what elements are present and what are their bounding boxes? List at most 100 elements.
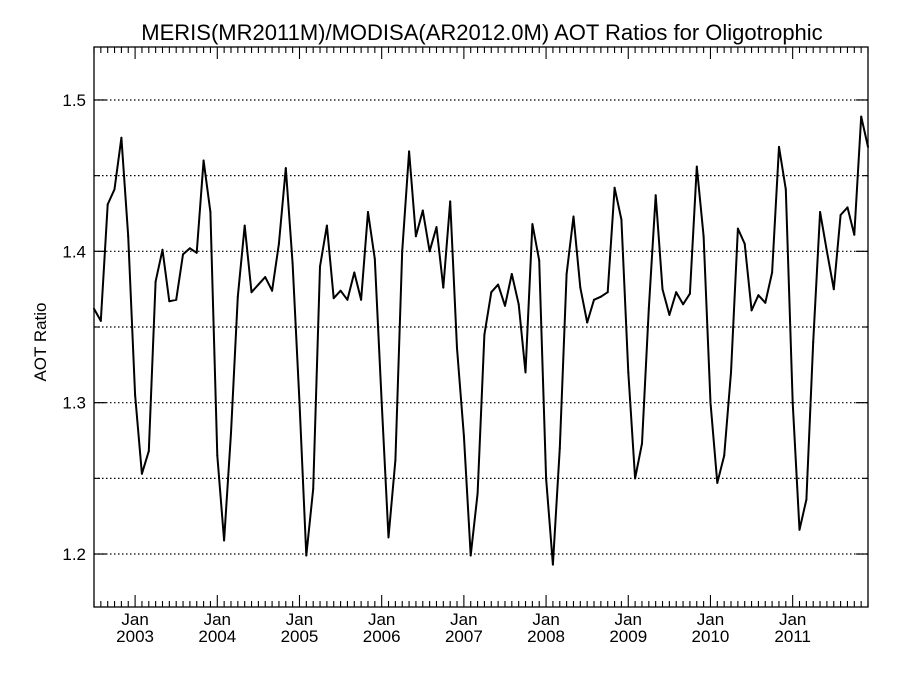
data-point [531, 223, 534, 226]
data-point [620, 218, 623, 221]
data-point [586, 321, 589, 324]
data-point [360, 298, 363, 301]
data-point [558, 447, 561, 450]
data-point [730, 371, 732, 374]
x-tick-label-year: 2010 [692, 627, 730, 646]
data-point [442, 286, 445, 289]
x-tick-label-month: Jan [368, 610, 395, 629]
x-tick-label-month: Jan [615, 610, 642, 629]
y-axis-label: AOT Ratio [31, 302, 50, 381]
series-line [93, 115, 869, 566]
data-point [140, 472, 143, 475]
data-point [401, 250, 404, 253]
data-point [497, 283, 500, 286]
data-point [613, 186, 616, 189]
data-point [504, 304, 506, 307]
data-point [298, 401, 301, 404]
data-point [860, 115, 863, 118]
data-point [825, 250, 828, 253]
data-point [161, 248, 164, 251]
data-point [682, 303, 685, 306]
data-point [428, 250, 431, 253]
data-point [688, 292, 691, 295]
data-point [846, 206, 849, 209]
chart-title: MERIS(MR2011M)/MODISA(AR2012.0M) AOT Rat… [141, 20, 822, 45]
x-tick-label-year: 2009 [609, 627, 647, 646]
data-point [476, 492, 479, 495]
data-point [435, 226, 438, 229]
data-point [373, 257, 376, 260]
data-point [654, 194, 657, 197]
data-point [154, 280, 157, 283]
x-tick-label-month: Jan [204, 610, 231, 629]
data-point [230, 431, 232, 434]
data-point [209, 211, 212, 213]
data-point [182, 253, 184, 256]
y-tick-label: 1.5 [62, 91, 86, 110]
data-point [839, 214, 842, 216]
data-point [106, 203, 109, 206]
data-point [264, 276, 267, 279]
data-point [394, 459, 397, 462]
axis-ticks: 1.21.31.41.5Jan2003Jan2004Jan2005Jan2006… [62, 47, 869, 646]
data-point [510, 273, 513, 275]
data-point [791, 401, 794, 404]
data-point [223, 539, 226, 542]
data-point [195, 251, 198, 254]
data-point [147, 450, 150, 453]
data-point [572, 215, 575, 218]
data-point [709, 401, 712, 404]
data-point [380, 401, 383, 404]
data-point [593, 298, 595, 301]
data-point [305, 554, 308, 557]
data-point [517, 303, 520, 306]
x-tick-label-year: 2004 [198, 627, 236, 646]
data-point [853, 233, 856, 236]
data-point [312, 487, 315, 490]
gridlines [94, 99, 868, 555]
data-point [812, 341, 815, 344]
data-point [271, 289, 274, 292]
data-point [675, 291, 678, 294]
data-point [216, 454, 219, 457]
series-layer [93, 115, 869, 566]
data-point [647, 307, 650, 310]
data-point [202, 159, 205, 162]
data-point [367, 211, 369, 213]
data-point [784, 188, 787, 191]
data-point [250, 291, 253, 294]
data-point [565, 273, 568, 275]
data-point [757, 294, 760, 297]
x-tick-label-year: 2011 [774, 627, 811, 646]
data-point [490, 291, 493, 294]
data-point [134, 394, 137, 397]
data-point [175, 298, 178, 301]
data-point [168, 300, 171, 303]
data-point [695, 165, 698, 168]
x-tick-label-year: 2003 [116, 627, 154, 646]
x-tick-label-month: Jan [697, 610, 724, 629]
data-point [641, 442, 643, 445]
x-tick-label-month: Jan [121, 610, 148, 629]
data-point [832, 288, 835, 291]
data-point [414, 235, 417, 238]
data-point [599, 295, 602, 298]
y-tick-label: 1.4 [62, 242, 86, 261]
data-point [236, 295, 239, 298]
data-point [661, 288, 664, 291]
data-point [702, 235, 705, 238]
data-point [325, 224, 328, 227]
y-tick-label: 1.2 [62, 545, 86, 564]
data-point [634, 477, 637, 480]
data-point [291, 262, 294, 265]
data-point [387, 536, 390, 539]
data-point [771, 271, 774, 274]
data-point [723, 454, 726, 457]
data-point [277, 242, 280, 245]
data-point [421, 209, 424, 212]
data-point [736, 227, 739, 230]
data-point [743, 242, 746, 245]
x-tick-label-year: 2005 [281, 627, 319, 646]
x-tick-label-month: Jan [286, 610, 313, 629]
